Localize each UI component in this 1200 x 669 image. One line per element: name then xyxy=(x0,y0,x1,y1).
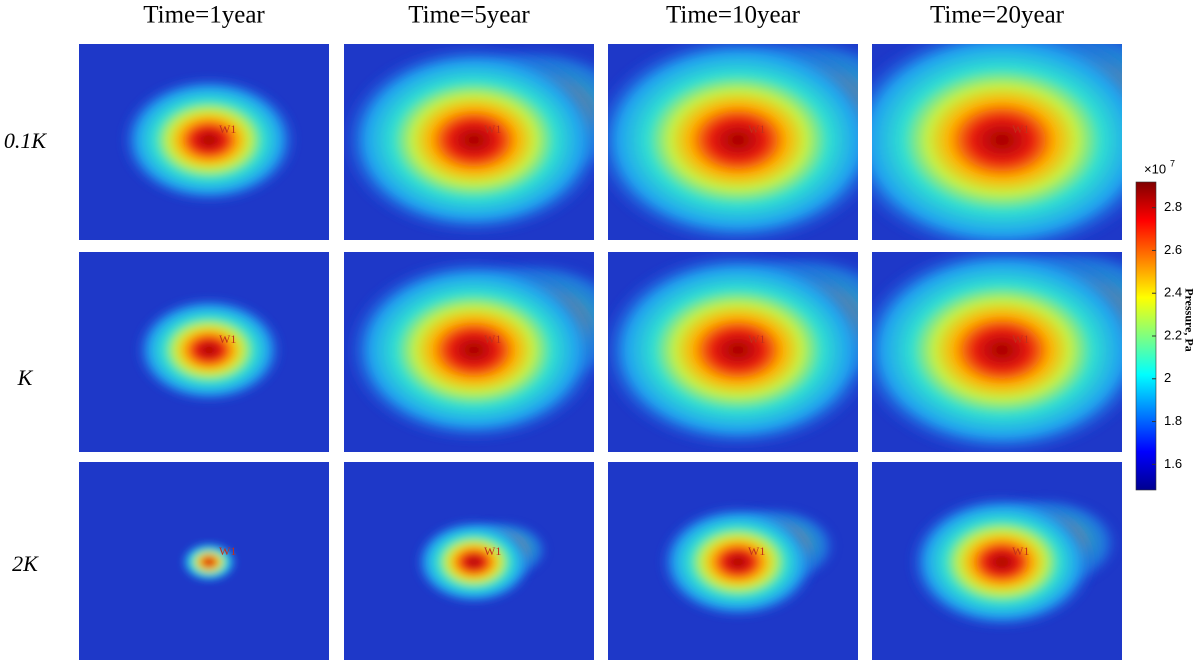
heatmap-panel: W1 xyxy=(872,252,1122,452)
well-label: W1 xyxy=(748,544,765,558)
colorbar-tick-label: 2.8 xyxy=(1164,199,1182,214)
well-label: W1 xyxy=(219,332,236,346)
colorbar-tick-label: 2 xyxy=(1164,370,1171,385)
heatmap-panel: W1 xyxy=(79,252,329,452)
plume-group xyxy=(608,44,858,240)
plume xyxy=(907,493,1097,631)
column-title: Time=5year xyxy=(408,2,530,29)
well-label: W1 xyxy=(1012,332,1029,346)
well-label: W1 xyxy=(484,122,501,136)
heatmap-panel: W1 xyxy=(872,44,1122,240)
plume xyxy=(658,504,818,620)
heatmap-panel: W1 xyxy=(344,252,594,452)
heatmap-panel: W1 xyxy=(344,44,594,240)
plume xyxy=(344,256,594,444)
heatmap-panel: W1 xyxy=(79,462,329,660)
colorbar-label: Pressure, Pa xyxy=(1182,288,1196,352)
well-label: W1 xyxy=(1012,122,1029,136)
well-label: W1 xyxy=(1012,544,1029,558)
plume-group xyxy=(119,75,299,205)
heatmap-panel: W1 xyxy=(608,462,858,660)
well-label: W1 xyxy=(219,544,236,558)
plume-group xyxy=(907,493,1121,631)
well-label: W1 xyxy=(219,122,236,136)
row-label: 0.1K xyxy=(4,128,48,153)
colorbar-exponent: 7 xyxy=(1170,158,1175,168)
colorbar-tick-label: 2.2 xyxy=(1164,327,1182,342)
row-label: K xyxy=(17,365,34,390)
row-label: 2K xyxy=(12,551,39,576)
well-label: W1 xyxy=(748,122,765,136)
well-label: W1 xyxy=(748,332,765,346)
colorbar-multiplier: ×10 xyxy=(1144,161,1166,176)
heatmap-panel: W1 xyxy=(872,462,1122,660)
plume-group xyxy=(608,252,858,451)
colorbar-tick-label: 2.6 xyxy=(1164,242,1182,257)
plume xyxy=(344,44,594,238)
colorbar-tick-label: 2.4 xyxy=(1164,285,1182,300)
plume-group xyxy=(414,518,549,606)
colorbar-tick-label: 1.8 xyxy=(1164,413,1182,428)
column-title: Time=20year xyxy=(930,2,1065,29)
column-title: Time=1year xyxy=(143,2,265,29)
plume-group xyxy=(872,44,1122,240)
well-label: W1 xyxy=(484,332,501,346)
colorbar-tick-label: 1.6 xyxy=(1164,456,1182,471)
plume-group xyxy=(658,504,838,620)
plume-group xyxy=(872,252,1122,452)
plume-group xyxy=(181,541,237,583)
plume xyxy=(608,44,858,240)
heatmap-panel: W1 xyxy=(344,462,594,660)
plume-group xyxy=(134,296,284,404)
plume xyxy=(119,75,299,205)
plume-group xyxy=(344,256,594,444)
heatmap-panel: W1 xyxy=(608,44,858,240)
well-label: W1 xyxy=(484,544,501,558)
plume xyxy=(872,252,1122,452)
plume xyxy=(872,44,1122,240)
heatmap-panel: W1 xyxy=(608,252,858,452)
plume xyxy=(134,296,284,404)
column-title: Time=10year xyxy=(666,2,801,29)
plume-group xyxy=(344,44,594,238)
heatmap-panel: W1 xyxy=(79,44,329,240)
plume xyxy=(414,518,534,606)
plume xyxy=(181,541,237,583)
plume xyxy=(608,252,858,451)
